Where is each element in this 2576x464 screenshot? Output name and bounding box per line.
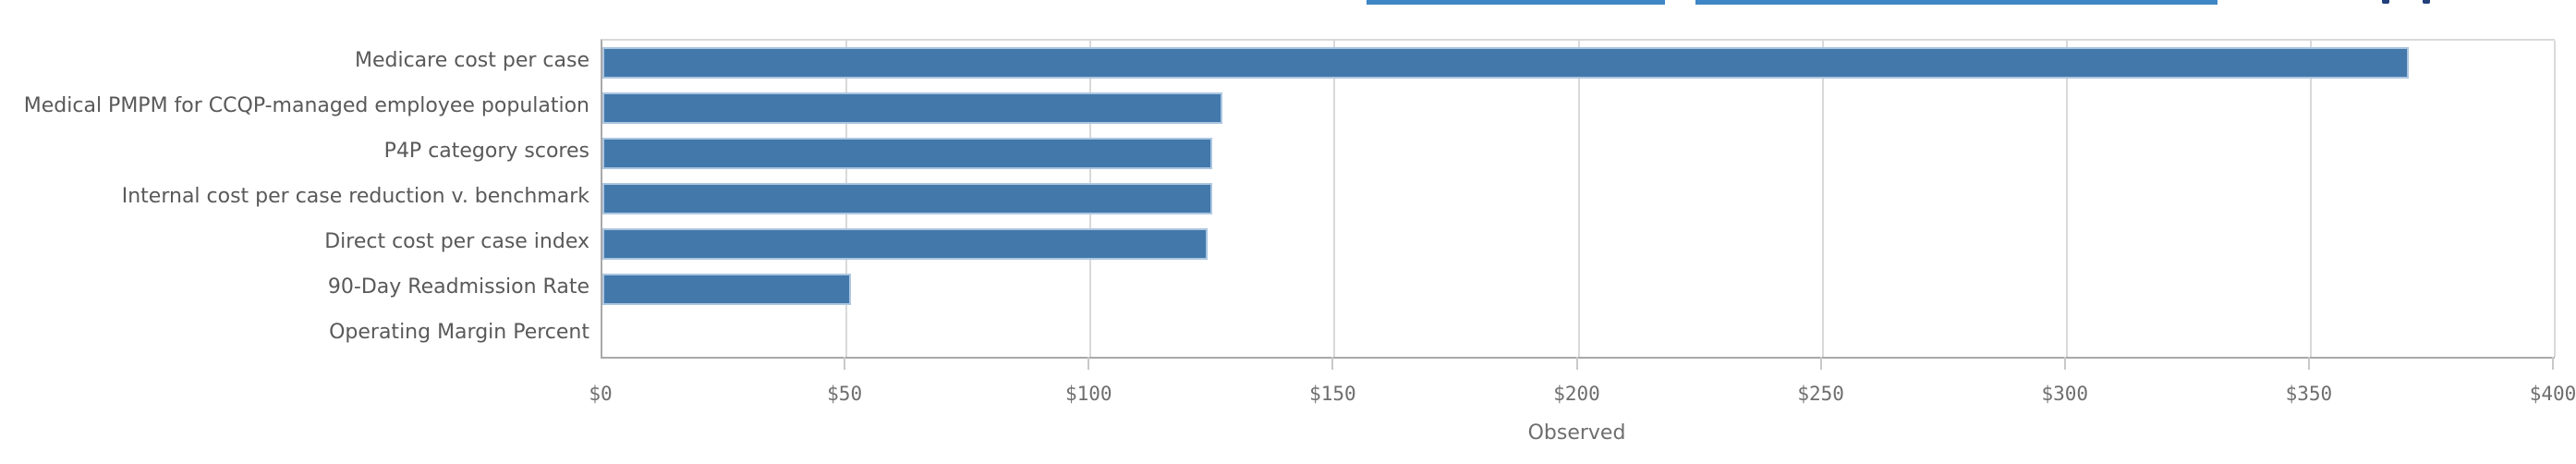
bar-direct-cost-per-case-index[interactable] (602, 227, 1209, 260)
gridline-250 (1821, 41, 1824, 357)
tick-mark-400 (2552, 357, 2554, 370)
tick-label-400: $400 (2529, 383, 2576, 405)
tick-label-100: $100 (1064, 383, 1112, 405)
tick-label-200: $200 (1553, 383, 1600, 405)
tick-mark-350 (2307, 357, 2310, 370)
tick-mark-250 (1819, 357, 1822, 370)
category-label-operating-margin-percent[interactable]: Operating Margin Percent (329, 320, 589, 344)
tick-mark-100 (1088, 357, 1090, 370)
tick-label-50: $50 (827, 383, 863, 405)
tick-mark-300 (2063, 357, 2066, 370)
category-label-medicare-cost-per-case[interactable]: Medicare cost per case (354, 49, 589, 73)
gridline-150 (1333, 41, 1336, 357)
tick-mark-200 (1575, 357, 1578, 370)
category-label-p4p-category-scores[interactable]: P4P category scores (383, 140, 589, 164)
bar-internal-cost-per-case-reduction-v-benchmark[interactable] (602, 183, 1213, 214)
bar-medicare-cost-per-case[interactable] (602, 47, 2409, 79)
gridline-400 (2554, 41, 2556, 357)
tick-label-350: $350 (2285, 383, 2333, 405)
tick-label-0: $0 (589, 383, 613, 405)
gridline-200 (1577, 41, 1580, 357)
category-label-internal-cost-per-case-reduction-v-benchmark[interactable]: Internal cost per case reduction v. benc… (121, 185, 589, 208)
clipped-button-underline-1[interactable] (1367, 0, 1665, 5)
category-label-medical-pmpm-for-ccqp-managed-employee-population[interactable]: Medical PMPM for CCQP-managed employee p… (23, 94, 589, 118)
bar-p4p-category-scores[interactable] (602, 138, 1213, 170)
x-axis-title: Observed (1527, 421, 1626, 445)
plot-area (601, 39, 2556, 359)
tick-label-300: $300 (2041, 383, 2089, 405)
tick-label-250: $250 (1797, 383, 1844, 405)
bar-medical-pmpm-for-ccqp-managed-employee-population[interactable] (602, 92, 1222, 125)
tick-mark-150 (1331, 357, 1334, 370)
clipped-button-underline-2[interactable] (1695, 0, 2218, 5)
clipped-glyph-fragment-1 (2382, 0, 2389, 4)
tick-label-150: $150 (1309, 383, 1356, 405)
gridline-300 (2065, 41, 2068, 357)
clipped-glyph-fragment-2 (2423, 0, 2430, 4)
category-label-direct-cost-per-case-index[interactable]: Direct cost per case index (324, 229, 589, 253)
bar-90-day-readmission-rate[interactable] (602, 273, 852, 305)
tick-mark-50 (844, 357, 846, 370)
gridline-350 (2309, 41, 2312, 357)
category-axis-labels: Medicare cost per case Medical PMPM for C… (0, 39, 589, 355)
category-label-90-day-readmission-rate[interactable]: 90-Day Readmission Rate (327, 275, 589, 299)
